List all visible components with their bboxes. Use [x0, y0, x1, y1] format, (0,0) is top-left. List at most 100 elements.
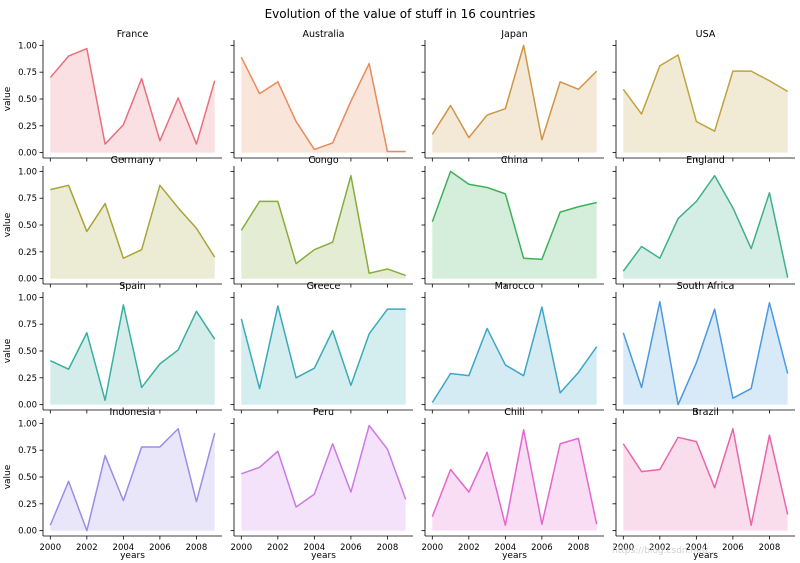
y-tick-label: 0.25	[18, 122, 37, 132]
x-axis-label: years	[311, 551, 336, 561]
x-axis-label: years	[502, 551, 527, 561]
x-tick-label: 2004	[495, 543, 517, 553]
y-tick-label: 1.00	[18, 41, 37, 51]
panel-marocco: Marocco	[421, 281, 604, 414]
panel-china: China	[421, 155, 604, 288]
series-line	[622, 300, 789, 406]
panel-germany: 0.00 0.25 0.50 0.75 1.00 Germany value	[3, 155, 222, 288]
panel-title: Peru	[313, 407, 334, 418]
panel-title: Brazil	[692, 407, 719, 418]
y-tick-label: 0.75	[18, 194, 37, 204]
panel-title: Chili	[504, 407, 525, 418]
panel-grid: 0.00 0.25 0.50 0.75 1.00 France value Australia…	[3, 29, 795, 561]
series-line	[49, 47, 216, 145]
y-tick-label: 1.00	[18, 419, 37, 429]
panel-south-africa: South Africa	[612, 281, 795, 414]
panel-title: Spain	[119, 281, 146, 292]
panel-title: Germany	[111, 155, 155, 166]
series-line	[49, 304, 216, 402]
series-line	[240, 56, 406, 153]
y-tick-label: 0.50	[18, 95, 37, 105]
series-line	[241, 424, 407, 508]
series-area	[623, 301, 788, 405]
panel-australia: Australia	[230, 29, 413, 162]
y-tick-label: 0.50	[18, 473, 37, 483]
y-tick-label: 0.75	[18, 320, 37, 330]
x-tick-label: 2006	[149, 543, 171, 553]
panel-france: 0.00 0.25 0.50 0.75 1.00 France value	[3, 29, 222, 162]
y-axis-label: value	[3, 338, 13, 363]
panel-england: England	[612, 155, 795, 288]
panel-greece: Greece	[230, 281, 413, 414]
y-tick-label: 0.00	[18, 401, 37, 411]
y-axis-label: value	[3, 212, 13, 237]
series-area	[432, 307, 597, 405]
x-tick-label: 2000	[39, 543, 61, 553]
x-tick-label: 2004	[304, 543, 326, 553]
panel-title: Congo	[308, 155, 338, 166]
panel-title: Marocco	[495, 281, 535, 292]
x-tick-label: 2004	[113, 543, 135, 553]
panel-title: South Africa	[677, 281, 735, 292]
y-tick-label: 1.00	[18, 167, 37, 177]
series-line	[622, 427, 789, 527]
y-axis-label: value	[3, 86, 13, 111]
series-area	[50, 185, 215, 279]
series-line	[622, 174, 789, 278]
panel-title: China	[501, 155, 528, 166]
series-line	[49, 427, 216, 532]
x-tick-label: 2000	[230, 543, 252, 553]
panel-title: Australia	[302, 29, 344, 40]
series-area	[241, 425, 406, 531]
series-line	[240, 305, 406, 390]
series-area	[50, 428, 215, 531]
series-area	[623, 175, 788, 279]
series-area	[241, 175, 406, 279]
x-tick-label: 2006	[722, 543, 744, 553]
x-tick-label: 2002	[458, 543, 480, 553]
x-tick-label: 2002	[649, 543, 671, 553]
panel-chili: 2000 2002 2004 2006 2008 Chili years	[421, 407, 604, 561]
series-line	[431, 306, 598, 403]
x-axis-label: years	[120, 551, 145, 561]
series-line	[431, 44, 598, 141]
panel-indonesia: 0.00 0.25 0.50 0.75 1.00 2000 2002 2004 2006 2008…	[3, 407, 222, 561]
x-tick-label: 2002	[267, 543, 289, 553]
panel-brazil: 2000 2002 2004 2006 2008 Brazil years	[612, 407, 795, 561]
x-tick-label: 2008	[568, 543, 590, 553]
panel-japan: Japan	[421, 29, 604, 162]
y-tick-label: 0.25	[18, 500, 37, 510]
series-area	[241, 57, 406, 153]
panel-usa: USA	[612, 29, 795, 162]
x-tick-label: 2008	[377, 543, 399, 553]
y-tick-label: 0.25	[18, 374, 37, 384]
y-tick-label: 0.75	[18, 446, 37, 456]
x-tick-label: 2006	[531, 543, 553, 553]
y-tick-label: 0.50	[18, 347, 37, 357]
x-tick-label: 2006	[340, 543, 362, 553]
x-tick-label: 2000	[421, 543, 443, 553]
series-line	[50, 184, 216, 259]
y-tick-label: 0.00	[18, 149, 37, 159]
series-area	[432, 171, 597, 279]
x-tick-label: 2002	[76, 543, 98, 553]
y-tick-label: 0.00	[18, 527, 37, 537]
series-line	[431, 429, 598, 527]
x-tick-label: 2000	[612, 543, 634, 553]
panel-title: Greece	[307, 281, 341, 292]
y-tick-label: 0.75	[18, 68, 37, 78]
panel-congo: Congo	[230, 155, 413, 288]
series-area	[241, 305, 406, 405]
series-line	[622, 54, 789, 132]
x-tick-label: 2008	[186, 543, 208, 553]
series-area	[432, 45, 597, 153]
panel-peru: 2000 2002 2004 2006 2008 Peru years	[230, 407, 413, 561]
panel-spain: 0.00 0.25 0.50 0.75 1.00 Spain value	[3, 281, 222, 414]
panel-title: France	[117, 29, 149, 40]
series-area	[50, 304, 215, 405]
watermark-text: https://blog.csdn.net/...	[612, 546, 717, 556]
y-tick-label: 0.25	[18, 248, 37, 258]
y-tick-label: 0.00	[18, 275, 37, 285]
panel-title: Indonesia	[110, 407, 156, 418]
